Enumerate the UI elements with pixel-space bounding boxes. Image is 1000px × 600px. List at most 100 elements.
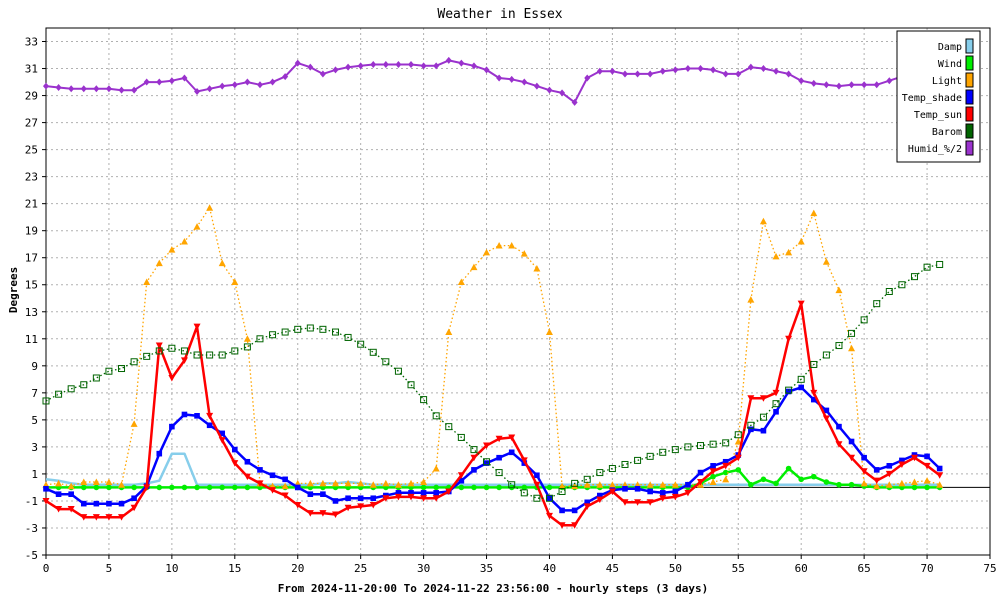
point-temp-shade (219, 430, 226, 437)
point-temp-sun (835, 441, 843, 448)
point-light (520, 250, 528, 257)
point-wind (924, 484, 930, 491)
point-temp-sun (659, 495, 667, 502)
point-barom (193, 351, 201, 359)
point-humid-2 (244, 78, 251, 86)
x-tick-label: 35 (480, 562, 493, 575)
point-temp-sun (608, 488, 616, 495)
point-light (898, 479, 906, 487)
point-temp-shade (206, 422, 213, 429)
point-temp-sun (193, 323, 201, 331)
point-temp-sun (445, 488, 453, 495)
point-temp-shade (320, 491, 326, 497)
y-tick-label: -3 (25, 522, 38, 535)
point-temp-sun (281, 492, 289, 500)
series-damp (45, 452, 940, 486)
point-humid-2 (886, 77, 893, 85)
point-temp-sun (92, 514, 100, 521)
point-humid-2 (559, 89, 566, 97)
point-barom (621, 460, 629, 468)
point-temp-sun (306, 510, 314, 517)
point-humid-2 (332, 66, 339, 74)
legend-label: Damp (938, 42, 962, 53)
y-tick-label: -1 (25, 495, 38, 508)
point-humid-2 (357, 62, 364, 70)
x-tick-label: 0 (43, 562, 50, 575)
point-temp-sun (520, 457, 528, 464)
legend-swatch (965, 55, 974, 71)
point-humid-2 (848, 81, 855, 89)
point-barom (155, 347, 163, 355)
point-barom (608, 465, 616, 473)
point-light (344, 479, 352, 487)
point-temp-shade (131, 495, 137, 502)
point-humid-2 (294, 59, 301, 67)
point-light (709, 478, 717, 486)
point-light (772, 252, 780, 260)
point-light (608, 481, 616, 488)
point-temp-sun (457, 472, 465, 479)
point-light (785, 248, 793, 256)
point-temp-sun (344, 504, 352, 512)
point-barom (357, 340, 365, 348)
point-temp-sun (923, 462, 931, 470)
point-temp-shade (496, 454, 502, 461)
series-temp-sun (42, 300, 944, 529)
point-humid-2 (798, 77, 805, 85)
point-temp-shade (861, 454, 867, 461)
point-barom (822, 351, 830, 359)
point-barom (923, 263, 931, 271)
point-light (55, 479, 63, 487)
series-line-light (45, 207, 940, 487)
point-light (910, 478, 918, 486)
point-light (357, 479, 365, 487)
point-light (747, 296, 755, 303)
y-tick-label: 23 (25, 171, 38, 184)
point-temp-sun (785, 335, 793, 343)
point-humid-2 (307, 63, 314, 71)
point-temp-sun (936, 472, 944, 479)
point-humid-2 (420, 62, 427, 70)
point-barom (898, 281, 906, 289)
point-temp-sun (357, 503, 365, 510)
x-tick-label: 75 (983, 562, 996, 575)
point-wind (156, 484, 163, 491)
point-humid-2 (773, 67, 780, 75)
y-tick-label: 27 (25, 117, 38, 130)
y-tick-label: 13 (25, 306, 38, 319)
point-temp-shade (257, 467, 263, 473)
point-temp-sun (118, 514, 126, 521)
point-light (885, 481, 893, 488)
point-barom (873, 300, 881, 308)
x-tick-label: 60 (795, 562, 808, 575)
point-temp-shade (483, 460, 490, 466)
point-light (848, 344, 856, 352)
point-temp-shade (118, 500, 125, 507)
point-humid-2 (659, 67, 666, 75)
point-temp-sun (885, 470, 893, 478)
point-temp-shade (420, 490, 427, 496)
point-humid-2 (231, 81, 238, 89)
point-humid-2 (206, 85, 213, 93)
point-temp-sun (319, 510, 327, 517)
point-light (533, 265, 541, 272)
point-temp-shade (433, 490, 439, 496)
point-temp-sun (545, 512, 553, 520)
point-light (382, 479, 390, 487)
point-light (495, 242, 503, 249)
point-light (583, 481, 591, 488)
point-barom (797, 375, 805, 383)
point-temp-sun (822, 415, 830, 423)
x-tick-label: 65 (858, 562, 871, 575)
point-temp-shade (748, 426, 754, 433)
point-barom (634, 456, 642, 464)
legend: Damp Wind Light Temp_shade Temp_sun Barom Humi… (896, 30, 981, 163)
point-temp-shade (810, 396, 817, 403)
point-humid-2 (571, 98, 578, 106)
point-temp-sun (810, 389, 818, 397)
point-barom (319, 325, 327, 333)
point-temp-shade (823, 407, 830, 414)
x-tick-label: 20 (291, 562, 304, 575)
x-tick-label: 55 (732, 562, 745, 575)
